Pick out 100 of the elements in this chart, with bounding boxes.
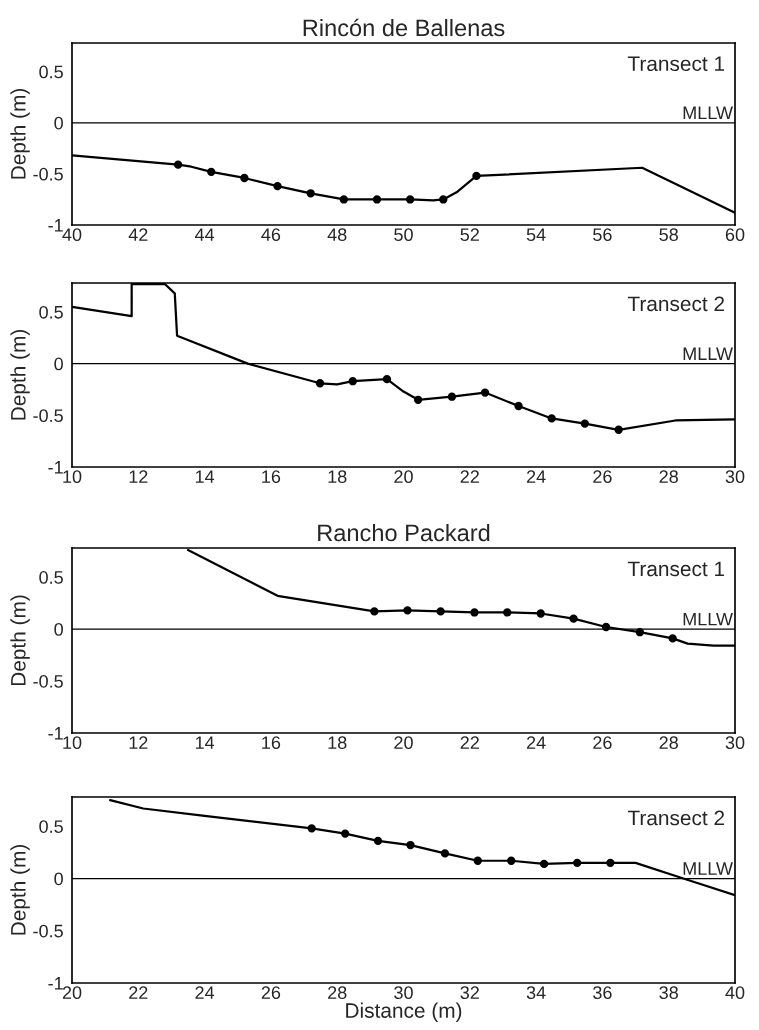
x-tick-label: 12 xyxy=(129,736,148,749)
x-tick-label: 56 xyxy=(593,228,612,242)
y-tick-label: 0 xyxy=(54,623,63,636)
point xyxy=(306,189,315,198)
y-tick-label: -1 xyxy=(48,977,63,990)
x-tick-label: 30 xyxy=(725,736,745,750)
point xyxy=(614,425,623,434)
y-tick-label: -1 xyxy=(48,461,63,474)
x-tick-label: 14 xyxy=(195,470,215,483)
x-tick-label: 28 xyxy=(659,470,678,484)
y-tick-label: 0.5 xyxy=(39,820,63,833)
point xyxy=(440,849,450,858)
x-tick-label: 46 xyxy=(261,228,281,242)
x-tick-label: 12 xyxy=(129,470,148,483)
x-tick-label: 32 xyxy=(460,986,479,1000)
point xyxy=(514,401,523,411)
point xyxy=(173,160,183,169)
point xyxy=(439,195,448,204)
ref-line-label: MLLW xyxy=(683,862,733,875)
x-tick-label: 30 xyxy=(394,986,413,1000)
point xyxy=(348,377,357,386)
point xyxy=(447,392,457,401)
x-tick-label: 22 xyxy=(129,986,148,999)
point xyxy=(601,622,611,632)
point xyxy=(315,379,325,388)
x-tick-label: 48 xyxy=(327,228,347,242)
x-tick-label: 60 xyxy=(725,228,745,242)
y-tick-label: -1 xyxy=(48,219,63,232)
x-tick-label: 26 xyxy=(593,470,612,484)
annotation: Transect 2 xyxy=(627,296,725,312)
y-axis-title: Depth (m) xyxy=(10,329,30,420)
x-tick-label: 18 xyxy=(328,736,347,750)
x-tick-label: 20 xyxy=(394,470,413,484)
point xyxy=(539,859,549,869)
x-tick-label: 24 xyxy=(526,470,546,483)
ref-line-label: MLLW xyxy=(683,347,733,360)
x-tick-label: 24 xyxy=(195,986,215,999)
x-tick-label: 54 xyxy=(526,228,546,242)
y-tick-label: -0.5 xyxy=(33,167,63,181)
point xyxy=(635,628,645,637)
y-tick-label: -1 xyxy=(48,727,63,740)
y-tick-label: 0 xyxy=(54,872,63,886)
y-tick-label: 0 xyxy=(54,116,63,130)
point xyxy=(503,608,512,617)
point xyxy=(339,195,348,204)
point xyxy=(473,856,482,865)
x-tick-label: 44 xyxy=(194,228,215,241)
x-tick-label: 10 xyxy=(63,470,82,484)
point xyxy=(340,829,350,838)
point xyxy=(372,195,382,204)
x-tick-label: 20 xyxy=(62,986,82,1000)
y-axis-title: Depth (m) xyxy=(10,88,30,179)
y-tick-label: -0.5 xyxy=(33,409,63,423)
x-tick-label: 16 xyxy=(262,470,281,484)
chart-title: Rancho Packard xyxy=(318,523,490,542)
point xyxy=(480,388,490,397)
x-tick-label: 58 xyxy=(659,228,678,242)
point xyxy=(536,609,545,618)
x-axis-title: Distance (m) xyxy=(346,1002,462,1023)
x-tick-label: 16 xyxy=(262,736,281,750)
x-tick-label: 26 xyxy=(593,736,612,750)
point xyxy=(207,167,216,176)
point xyxy=(405,195,415,204)
x-tick-label: 52 xyxy=(460,228,479,242)
y-tick-label: -0.5 xyxy=(33,924,63,938)
annotation: Transect 1 xyxy=(627,56,725,72)
x-tick-label: 28 xyxy=(328,986,347,1000)
y-axis-title: Depth (m) xyxy=(10,844,30,935)
y-tick-label: 0 xyxy=(54,357,63,371)
annotation: Transect 1 xyxy=(627,561,725,577)
y-tick-label: 0.5 xyxy=(39,571,63,584)
y-tick-label: -0.5 xyxy=(33,674,63,688)
point xyxy=(470,608,479,617)
chart-title: Rincón de Ballenas xyxy=(303,18,505,37)
point xyxy=(307,824,316,833)
point xyxy=(273,181,282,191)
x-tick-label: 20 xyxy=(394,736,413,750)
point xyxy=(668,634,677,643)
annotation: Transect 2 xyxy=(627,810,725,826)
x-tick-label: 50 xyxy=(394,228,413,242)
point xyxy=(240,173,249,183)
y-tick-label: 0.5 xyxy=(39,65,63,79)
point xyxy=(413,395,423,404)
x-tick-label: 28 xyxy=(659,736,678,750)
x-tick-label: 34 xyxy=(526,986,546,1000)
x-tick-label: 26 xyxy=(261,986,281,1000)
x-tick-label: 36 xyxy=(593,986,612,1000)
point xyxy=(580,419,589,428)
point xyxy=(403,606,412,615)
point xyxy=(370,607,379,616)
x-tick-label: 18 xyxy=(328,470,347,484)
x-tick-label: 40 xyxy=(725,986,745,1000)
x-tick-label: 42 xyxy=(128,228,148,241)
point xyxy=(507,856,516,865)
x-tick-label: 22 xyxy=(460,736,479,749)
point xyxy=(472,171,481,181)
point xyxy=(436,607,445,616)
ref-line-label: MLLW xyxy=(683,106,733,120)
x-tick-label: 14 xyxy=(195,736,215,749)
point xyxy=(547,414,556,423)
